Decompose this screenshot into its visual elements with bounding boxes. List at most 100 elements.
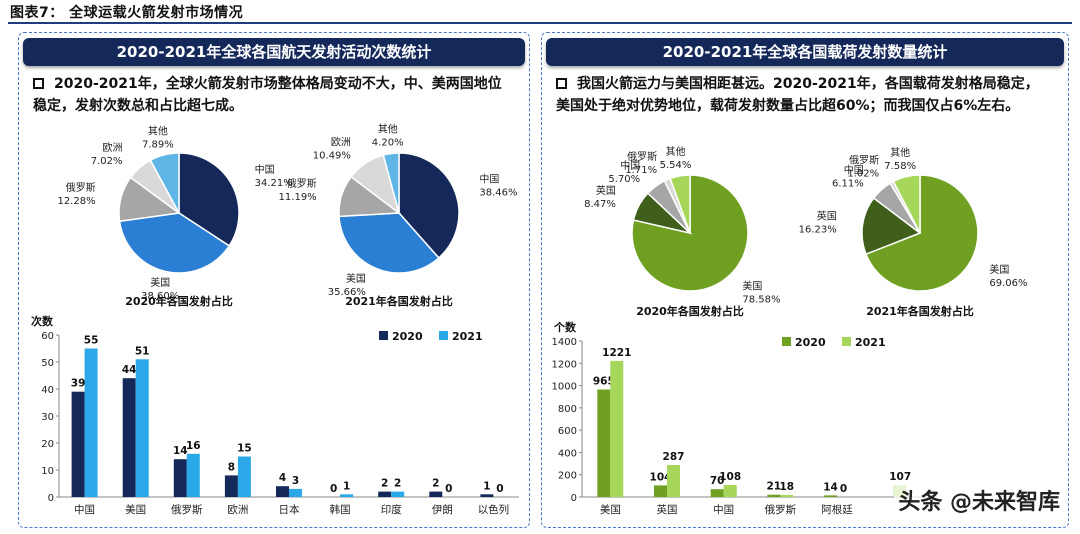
bar [173,459,187,497]
bar-value-label: 39 [71,378,86,390]
pie-slice [338,212,440,274]
bar-value-label: 70 [710,475,725,487]
pie-slice-value: 16.23% [799,225,837,236]
pie-slice-label: 中国 [620,159,640,172]
legend-swatch [842,337,851,346]
bar [610,360,624,497]
pie-title: 2020年各国发射占比 [636,304,744,318]
pie-slice-label: 中国 [844,164,864,177]
right-bullet: 我国火箭运力与美国相距甚远。2020-2021年，各国载荷发射格局稳定，美国处于… [556,73,1051,117]
bar [340,494,354,497]
legend-swatch [439,331,448,340]
pie-slice-value: 7.02% [91,156,123,167]
y-tick-label: 1000 [552,382,577,393]
bar-value-label: 107 [889,471,911,483]
x-tick-label: 中国 [713,503,734,516]
pie-slice [149,152,180,214]
bar-value-label: 0 [840,483,847,495]
pie-slice-label: 俄罗斯 [66,181,96,194]
pie-slice-label: 俄罗斯 [849,154,879,167]
bar-value-label: 2 [432,478,439,490]
bar-value-label: 1 [483,480,490,492]
pie-slice-value: 35.66% [328,287,366,298]
pie-slice-value: 11.19% [279,192,317,203]
bar-value-label: 0 [496,483,503,495]
y-tick-label: 600 [558,426,577,437]
x-tick-label: 俄罗斯 [171,503,203,516]
bar-value-label: 2 [381,478,388,490]
left-bullet-text: 2020-2021年，全球火箭发射市场整体格局变动不大，中、美两国地位稳定，发射… [33,76,502,114]
legend-label: 2021 [855,336,886,349]
pie-slice-label: 美国 [742,279,762,292]
y-tick-label: 0 [571,493,577,504]
bar-value-label: 44 [122,364,137,376]
x-tick-label: 中国 [74,503,95,516]
pie-slice-value: 69.06% [989,278,1027,289]
pie-slice-value: 10.49% [313,150,351,161]
figure-title: 图表7： 全球运载火箭发射市场情况 [10,5,244,21]
bar-value-label: 108 [719,471,741,483]
pie-slice-label: 其他 [890,146,910,159]
bar-value-label: 0 [445,483,452,495]
bar-value-label: 4 [279,472,286,484]
bullet-square-icon [556,78,567,89]
bar-value-label: 16 [186,440,201,452]
bar [654,485,667,497]
pie-slice-value: 4.20% [372,138,404,149]
y-tick-label: 1200 [552,359,577,370]
pie-slice [669,174,691,234]
y-tick-label: 60 [41,331,54,342]
bar [597,389,611,497]
bar [224,475,238,497]
x-tick-label: 以色列 [478,503,510,516]
pie-title: 2021年各国发射占比 [866,304,974,318]
pie-slice [892,174,921,234]
legend-label: 2020 [795,336,826,349]
pie-slice-label: 欧洲 [331,136,351,148]
bar [780,495,794,497]
pie-slice [118,212,231,274]
pie-slice-label: 欧洲 [103,142,123,154]
bar-value-label: 104 [650,471,672,483]
bar-value-label: 8 [228,461,235,473]
x-tick-label: 英国 [657,503,678,516]
pie-slice-value: 6.11% [832,179,864,190]
bar-value-label: 1 [343,480,350,492]
bar [429,491,443,497]
right-panel-header: 2020-2021年全球各国载荷发射数量统计 [546,38,1064,66]
pie-slice-value: 1.71% [625,165,657,176]
bar [135,359,149,497]
x-tick-label: 伊朗 [432,504,453,516]
pie-slice-value: 5.70% [608,174,640,185]
bar-value-label: 965 [593,376,615,388]
left-charts: 中国 34.21% 美国 38.60% 俄罗斯 12.28% 欧洲 7.02% 其他 7.89% 2… [31,123,519,516]
legend-label: 2021 [452,330,483,343]
pie-slice [398,152,460,259]
bar [122,378,136,497]
y-tick-label: 10 [41,466,54,477]
x-tick-label: 日本 [279,503,300,516]
y-tick-label: 200 [558,471,577,482]
pie-slice-label: 英国 [596,184,616,197]
x-tick-label: 俄罗斯 [765,503,797,516]
y-tick-label: 40 [41,385,54,396]
x-tick-label: 阿根廷 [821,503,853,516]
bullet-square-icon [33,78,44,89]
pie-slice-value: 7.58% [884,161,916,172]
y-tick-label: 20 [41,439,54,450]
right-charts: 美国 78.58% 英国 8.47% 中国 5.70% 俄罗斯 1.71% 其他 5.54% 202… [552,145,1028,516]
bar-value-label: 2 [394,478,401,490]
pie-slice [631,174,749,292]
bar [378,491,392,497]
bar [237,456,251,497]
title-rule [8,22,1072,24]
pie-slice-value: 12.28% [57,196,95,207]
pie-slice-value: 78.58% [742,294,780,305]
pie-title: 2020年各国发射占比 [125,294,233,308]
bar-value-label: 21 [766,481,781,493]
bar-value-label: 3 [292,475,299,487]
pie-slice-label: 美国 [150,276,170,289]
bar-value-label: 15 [237,443,252,455]
pie-slice [861,197,922,256]
bar-value-label: 0 [330,483,337,495]
